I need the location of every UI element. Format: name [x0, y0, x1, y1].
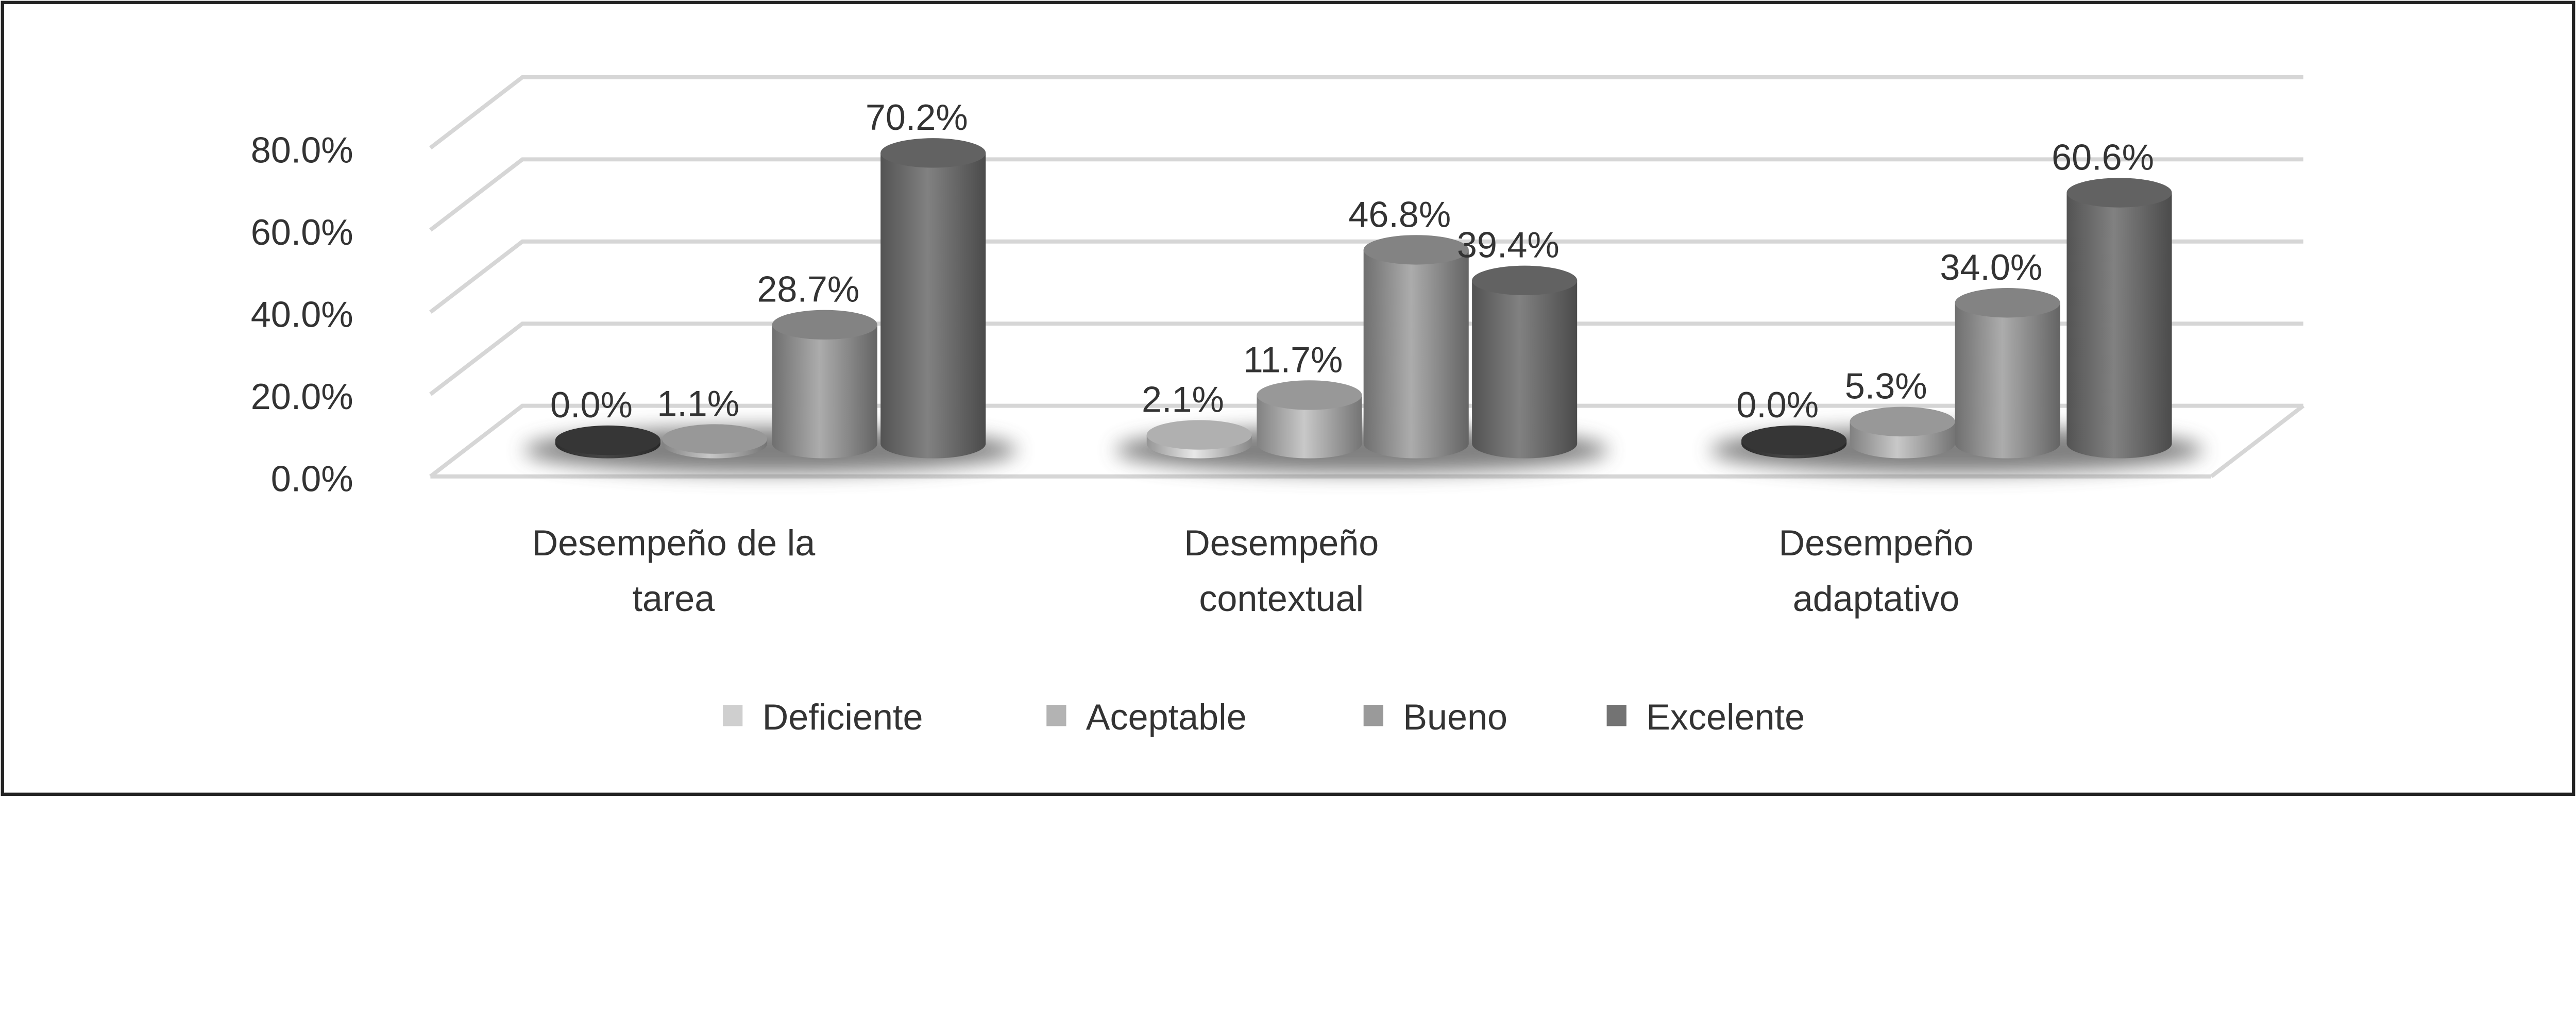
legend-label-bueno: Bueno: [1403, 697, 1507, 737]
category-label: adaptativo: [1793, 578, 1960, 619]
legend-swatch-excelente: [1606, 704, 1626, 726]
data-label: 34.0%: [1940, 247, 2042, 287]
bar-aceptable: [1257, 395, 1362, 459]
bar-top-aceptable: [1850, 406, 1955, 437]
bar-top-deficiente: [555, 425, 660, 455]
bar-bueno: [772, 325, 877, 459]
bar-top-excelente: [2066, 178, 2172, 208]
bar-top-aceptable: [1257, 380, 1362, 410]
y-tick-label: 40.0%: [251, 294, 353, 335]
data-label: 0.0%: [550, 384, 633, 425]
legend-swatch-aceptable: [1046, 704, 1066, 726]
category-label: Desempeño: [1184, 522, 1379, 563]
data-label: 70.2%: [866, 97, 968, 138]
bar-top-bueno: [772, 310, 877, 340]
legend-swatch-deficiente: [723, 704, 743, 726]
floor-edge: [2210, 404, 2305, 478]
gridline: [429, 75, 2303, 150]
bar-top-deficiente: [1146, 420, 1252, 450]
bar-bueno: [1955, 302, 2060, 459]
bar-top-bueno: [1955, 288, 2060, 318]
data-label: 5.3%: [1845, 366, 1927, 406]
gridline: [429, 157, 2303, 232]
gridlines: [429, 75, 2305, 479]
legend: Deficiente Aceptable Bueno Excelente: [723, 697, 1805, 737]
legend-swatch-bueno: [1363, 704, 1383, 726]
category-label: contextual: [1199, 578, 1364, 619]
data-label: 60.6%: [2052, 137, 2154, 177]
bar-top-bueno: [1363, 235, 1469, 265]
data-label: 11.7%: [1243, 339, 1343, 380]
y-axis: 0.0% 20.0% 40.0% 60.0% 80.0%: [251, 130, 353, 499]
gridline: [429, 403, 2303, 478]
y-tick-label: 80.0%: [251, 130, 353, 171]
bar-bueno: [1363, 249, 1469, 459]
data-label: 28.7%: [757, 269, 859, 310]
bar-excelente: [2066, 193, 2172, 459]
data-label: 0.0%: [1736, 384, 1819, 425]
bar-top-deficiente: [1741, 425, 1847, 455]
y-tick-label: 0.0%: [271, 458, 353, 499]
bar-top-aceptable: [662, 424, 768, 454]
y-tick-label: 60.0%: [251, 212, 353, 252]
category-label: Desempeño: [1778, 522, 1973, 563]
category-label: Desempeño de la: [532, 522, 816, 563]
data-labels: 0.0% 1.1% 28.7% 70.2% 2.1% 11.7% 46.8%39.4% 0.0…: [550, 97, 2154, 425]
bar-excelente: [1472, 280, 1578, 459]
data-label: 2.1%: [1142, 379, 1224, 419]
gridline: [429, 239, 2303, 314]
bar-top-excelente: [880, 138, 986, 168]
legend-label-excelente: Excelente: [1646, 697, 1805, 737]
legend-label-aceptable: Aceptable: [1086, 697, 1247, 737]
gridline: [429, 321, 2303, 396]
data-label: 46.8%: [1348, 194, 1451, 234]
data-label: 39.4%: [1457, 225, 1560, 265]
category-label: tarea: [632, 578, 715, 619]
legend-label-deficiente: Deficiente: [762, 697, 923, 737]
bar-top-excelente: [1472, 265, 1578, 296]
bar-excelente: [880, 152, 986, 459]
bars: [555, 138, 2172, 459]
category-labels: Desempeño de la tarea Desempeño contextual D…: [532, 522, 1973, 619]
y-tick-label: 20.0%: [251, 376, 353, 417]
data-label: 1.1%: [657, 383, 739, 423]
chart: 0.0% 20.0% 40.0% 60.0% 80.0% 0.0% 1.1% 28.7% 70…: [1, 1, 2575, 796]
